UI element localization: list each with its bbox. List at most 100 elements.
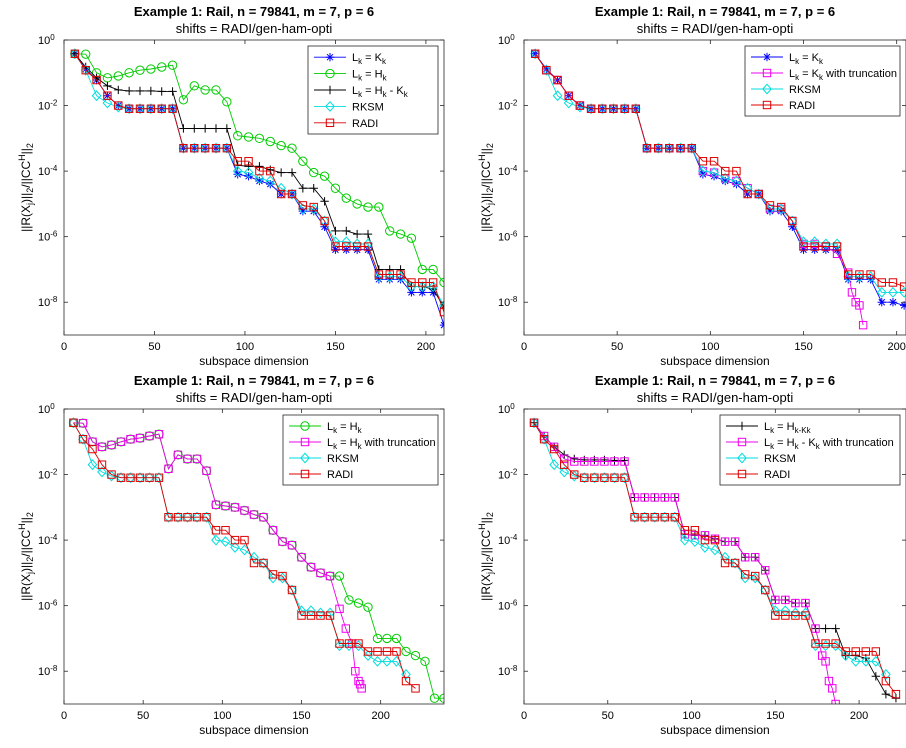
data-point-15 (211, 534, 221, 546)
data-point-21 (298, 184, 308, 193)
series-group (68, 417, 444, 703)
data-point-22 (776, 203, 787, 215)
data-point-19 (276, 140, 286, 151)
data-point-0 (69, 48, 80, 60)
data-point-29 (854, 271, 865, 283)
legend-entry-1: Lk​ = Hk-K​k​ (726, 421, 812, 435)
data-point-0 (530, 49, 540, 58)
data-point-legend (325, 68, 335, 79)
data-point-legend (737, 421, 747, 431)
data-point-23 (287, 540, 297, 550)
y-tick-label: 10-4​ (38, 164, 58, 178)
y-tick-label: 10-2​ (38, 468, 58, 482)
data-point-5 (116, 437, 126, 446)
y-tick-label: 10-4​ (498, 533, 518, 547)
data-point-14 (202, 513, 211, 522)
data-point-27 (801, 611, 810, 620)
data-point-9 (167, 103, 178, 115)
y-axis-label: ||R(Xj​)||2​/||CCH​||2​ (477, 512, 495, 601)
data-point-legend (325, 118, 335, 127)
x-tick-label: 200 (850, 710, 868, 722)
data-point-16 (244, 162, 253, 171)
data-point-26 (352, 229, 362, 239)
data-point-20 (730, 537, 740, 546)
data-point-36 (410, 650, 421, 661)
data-point-11 (173, 513, 183, 522)
data-point-2 (553, 75, 562, 85)
data-point-28 (811, 639, 820, 648)
data-point-26 (791, 611, 800, 620)
x-tick-label: 200 (371, 710, 389, 722)
data-point-16 (709, 157, 719, 166)
data-point-23 (761, 585, 770, 595)
legend-entry-2: Lk​ = Hk​ with truncation (289, 437, 436, 451)
data-point-20 (753, 188, 764, 200)
data-point-5 (124, 103, 135, 115)
data-point-24 (771, 611, 780, 620)
data-point-23 (287, 585, 297, 595)
data-point-0 (530, 49, 540, 58)
data-point-18 (239, 544, 250, 556)
data-point-28 (334, 571, 345, 581)
data-point-7 (608, 103, 619, 115)
data-point-30 (865, 271, 876, 283)
data-point-3 (563, 97, 574, 109)
series-line-4 (533, 422, 897, 695)
data-point-17 (230, 541, 240, 553)
data-point-28 (374, 202, 384, 212)
y-tick-label: 10-6​ (38, 230, 58, 244)
data-point-2 (91, 90, 102, 102)
data-point-1 (80, 64, 91, 76)
data-point-27 (363, 202, 373, 212)
data-point-24 (771, 595, 780, 605)
legend-label: RKSM (764, 453, 796, 465)
data-point-24 (331, 226, 340, 236)
data-point-legend (762, 100, 772, 110)
data-point-19 (743, 189, 752, 199)
y-axis-label: ||R(Xj​)||2​/||CCH​||2​ (17, 512, 35, 601)
data-point-11 (640, 493, 649, 502)
chart-panel-4: 0 50 100 150 200 100​ 10-2​ 10-4​ 10-6​ 10-8​ Exam… (477, 373, 906, 737)
legend-label: RKSM (352, 101, 384, 113)
data-point-20 (259, 513, 268, 522)
data-point-17 (700, 541, 710, 553)
x-tick-label: 150 (326, 341, 344, 353)
data-point-22 (750, 572, 761, 584)
data-point-14 (222, 124, 232, 133)
data-point-0 (529, 417, 539, 429)
data-point-33 (428, 278, 438, 287)
data-point-17 (254, 133, 265, 144)
data-point-33 (382, 647, 392, 656)
data-point-12 (200, 124, 210, 133)
data-point-14 (201, 511, 212, 523)
data-point-6 (590, 455, 599, 465)
legend-label: Lk​ = Kk​ (789, 52, 824, 66)
data-point-4 (114, 101, 123, 110)
legend-label: RADI (352, 118, 378, 130)
y-tick-label: 100​ (38, 33, 55, 47)
data-point-7 (135, 473, 145, 482)
y-tick-label: 10-4​ (498, 164, 518, 178)
data-point-5 (586, 103, 596, 115)
data-point-32 (858, 320, 868, 330)
data-point-1 (539, 433, 549, 445)
data-point-5 (124, 68, 134, 78)
data-point-10 (163, 511, 174, 523)
data-point-22 (776, 202, 786, 212)
data-point-22 (751, 571, 760, 581)
data-point-26 (352, 199, 362, 209)
legend-entry-4: RKSM (314, 100, 384, 113)
data-point-20 (259, 558, 268, 568)
data-point-23 (319, 171, 330, 181)
data-point-29 (384, 271, 395, 283)
data-point-17 (721, 166, 730, 176)
legend-entry-3: RKSM (726, 452, 796, 465)
data-point-legend (325, 100, 335, 112)
data-point-16 (221, 526, 230, 535)
x-tick-label: 150 (766, 710, 784, 722)
data-point-19 (720, 558, 730, 568)
data-point-3 (103, 91, 112, 100)
legend-label: Lk​ = Kk​ with truncation (789, 68, 897, 82)
data-point-3 (97, 442, 107, 452)
data-point-31 (407, 288, 416, 297)
